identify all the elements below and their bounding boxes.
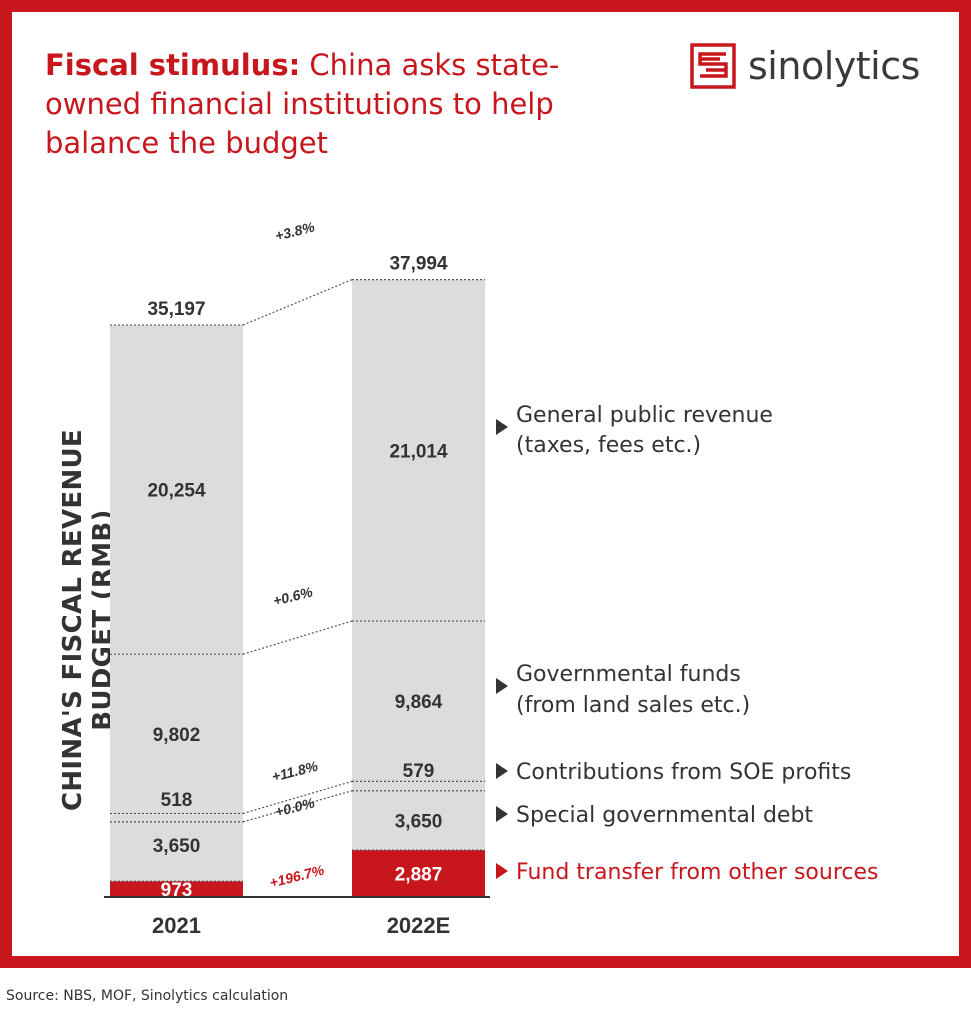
segment-value-label: 518 <box>161 790 193 811</box>
segment-value-label: 3,650 <box>153 836 201 857</box>
legend-marker-icon <box>496 419 508 435</box>
connector-line <box>242 620 353 655</box>
change-label: +196.7% <box>268 862 326 891</box>
legend-label: Governmental funds <box>516 662 741 687</box>
connector-line <box>242 780 353 815</box>
total-value-label: 37,994 <box>389 254 448 275</box>
legend-marker-icon <box>496 678 508 694</box>
x-tick-label: 2022E <box>387 913 451 938</box>
bar-segment <box>110 821 243 882</box>
connector-line <box>242 790 353 823</box>
segment-value-label: 579 <box>403 761 435 782</box>
legend-label: Contributions from SOE profits <box>516 760 851 785</box>
bar-segment <box>110 325 243 655</box>
chart-title-rest: China asks state-owned financial institu… <box>45 48 560 160</box>
change-label: +0.0% <box>273 794 316 819</box>
legend-label: (from land sales etc.) <box>516 693 750 718</box>
segment-value-label: 21,014 <box>389 441 448 462</box>
source-note: Source: NBS, MOF, Sinolytics calculation <box>6 988 289 1004</box>
bar-segment <box>352 790 485 851</box>
brand-logo: sinolytics <box>690 38 920 94</box>
chart-title-bold: Fiscal stimulus: <box>45 48 301 82</box>
segment-value-label: 9,802 <box>153 725 201 746</box>
legend-label: Fund transfer from other sources <box>516 860 878 885</box>
chart-title: Fiscal stimulus: China asks state-owned … <box>45 46 605 163</box>
legend-label: (taxes, fees etc.) <box>516 433 701 458</box>
segment-value-label: 9,864 <box>395 692 443 713</box>
legend-marker-icon <box>496 806 508 822</box>
legend-marker-icon <box>496 763 508 779</box>
change-label: +0.6% <box>271 583 314 608</box>
legend-marker-icon <box>496 863 508 879</box>
segment-value-label: 20,254 <box>147 481 206 502</box>
bar-segment <box>352 621 485 782</box>
bar-segment <box>110 881 243 897</box>
segment-value-label: 2,887 <box>395 865 443 886</box>
bar-segment <box>110 654 243 814</box>
connector-line <box>242 279 353 326</box>
brand-name: sinolytics <box>748 44 920 88</box>
sinolytics-logo-icon <box>690 43 736 89</box>
bar-segment <box>352 781 485 791</box>
stacked-bar-chart: 973 2,887 3,650 3,650 518 579 9,802 9,864 20,254… <box>104 218 878 938</box>
change-label: +11.8% <box>270 758 320 785</box>
segment-value-label: 3,650 <box>395 811 443 832</box>
total-value-label: 35,197 <box>147 299 205 320</box>
segment-value-label: 973 <box>161 880 193 901</box>
x-tick-label: 2021 <box>152 913 201 938</box>
bar-segment <box>352 850 485 897</box>
bar-segment <box>352 279 485 622</box>
legend-label: General public revenue <box>516 403 773 428</box>
legend-label: Special governmental debt <box>516 803 813 828</box>
change-label: +3.8% <box>273 218 316 243</box>
bar-segment <box>110 813 243 822</box>
